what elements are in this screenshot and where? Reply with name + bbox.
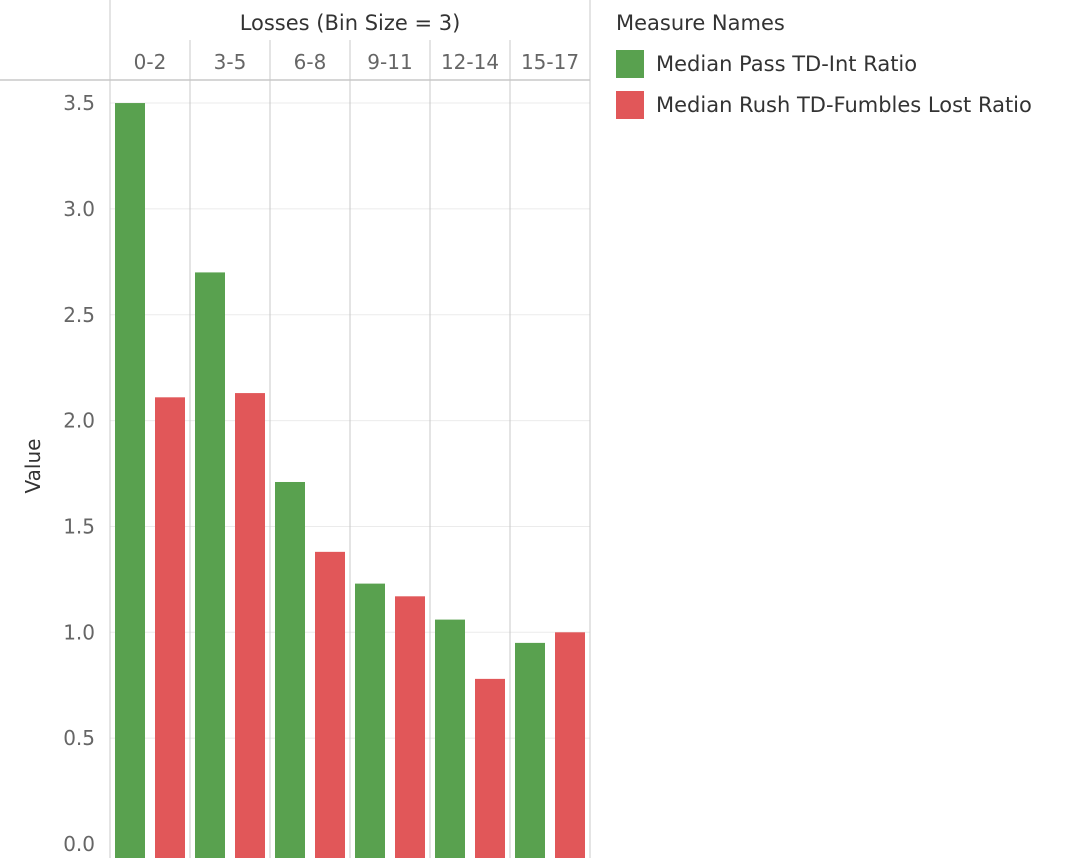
y-tick-label: 3.0 <box>63 197 95 221</box>
legend-label: Median Pass TD-Int Ratio <box>656 51 918 76</box>
bar-rush-3-5[interactable] <box>235 393 265 858</box>
bar-rush-12-14[interactable] <box>475 678 505 858</box>
bar-pass-15-17[interactable] <box>515 642 545 858</box>
y-tick-label: 1.0 <box>63 620 95 644</box>
y-tick-label: 0.0 <box>63 832 95 856</box>
legend-swatch-green <box>616 49 644 78</box>
legend: Measure Names Median Pass TD-Int Ratio M… <box>616 8 1066 125</box>
bar-pass-9-11[interactable] <box>355 583 385 858</box>
category-header: 3-5 <box>214 50 247 74</box>
legend-swatch-red <box>616 90 644 119</box>
column-header-title: Losses (Bin Size = 3) <box>240 11 461 35</box>
category-header: 9-11 <box>367 50 412 74</box>
bar-rush-6-8[interactable] <box>315 551 345 858</box>
y-tick-label: 2.5 <box>63 303 95 327</box>
bar-rush-9-11[interactable] <box>395 596 425 858</box>
legend-item-pass[interactable]: Median Pass TD-Int Ratio <box>616 43 1066 84</box>
bar-rush-0-2[interactable] <box>155 397 185 858</box>
category-header: 0-2 <box>134 50 167 74</box>
y-axis-label: Value <box>21 439 45 494</box>
category-headers: 0-2 3-5 6-8 9-11 12-14 15-17 <box>134 50 579 74</box>
bar-pass-3-5[interactable] <box>195 272 225 858</box>
y-tick-label: 3.5 <box>63 91 95 115</box>
y-tick-label: 2.0 <box>63 409 95 433</box>
bar-pass-12-14[interactable] <box>435 619 465 858</box>
legend-item-rush[interactable]: Median Rush TD-Fumbles Lost Ratio <box>616 84 1066 125</box>
y-tick-label: 1.5 <box>63 514 95 538</box>
y-tick-label: 0.5 <box>63 726 95 750</box>
category-header: 12-14 <box>441 50 499 74</box>
bars <box>115 103 585 859</box>
y-tick-labels: 0.0 0.5 1.0 1.5 2.0 2.5 3.0 3.5 <box>63 91 95 856</box>
legend-title: Measure Names <box>616 11 785 35</box>
bar-pass-6-8[interactable] <box>275 481 305 858</box>
category-header: 15-17 <box>521 50 579 74</box>
bar-rush-15-17[interactable] <box>555 632 585 858</box>
column-dividers <box>109 0 591 858</box>
legend-label: Median Rush TD-Fumbles Lost Ratio <box>656 92 1032 117</box>
bar-pass-0-2[interactable] <box>115 103 145 859</box>
category-header: 6-8 <box>294 50 327 74</box>
